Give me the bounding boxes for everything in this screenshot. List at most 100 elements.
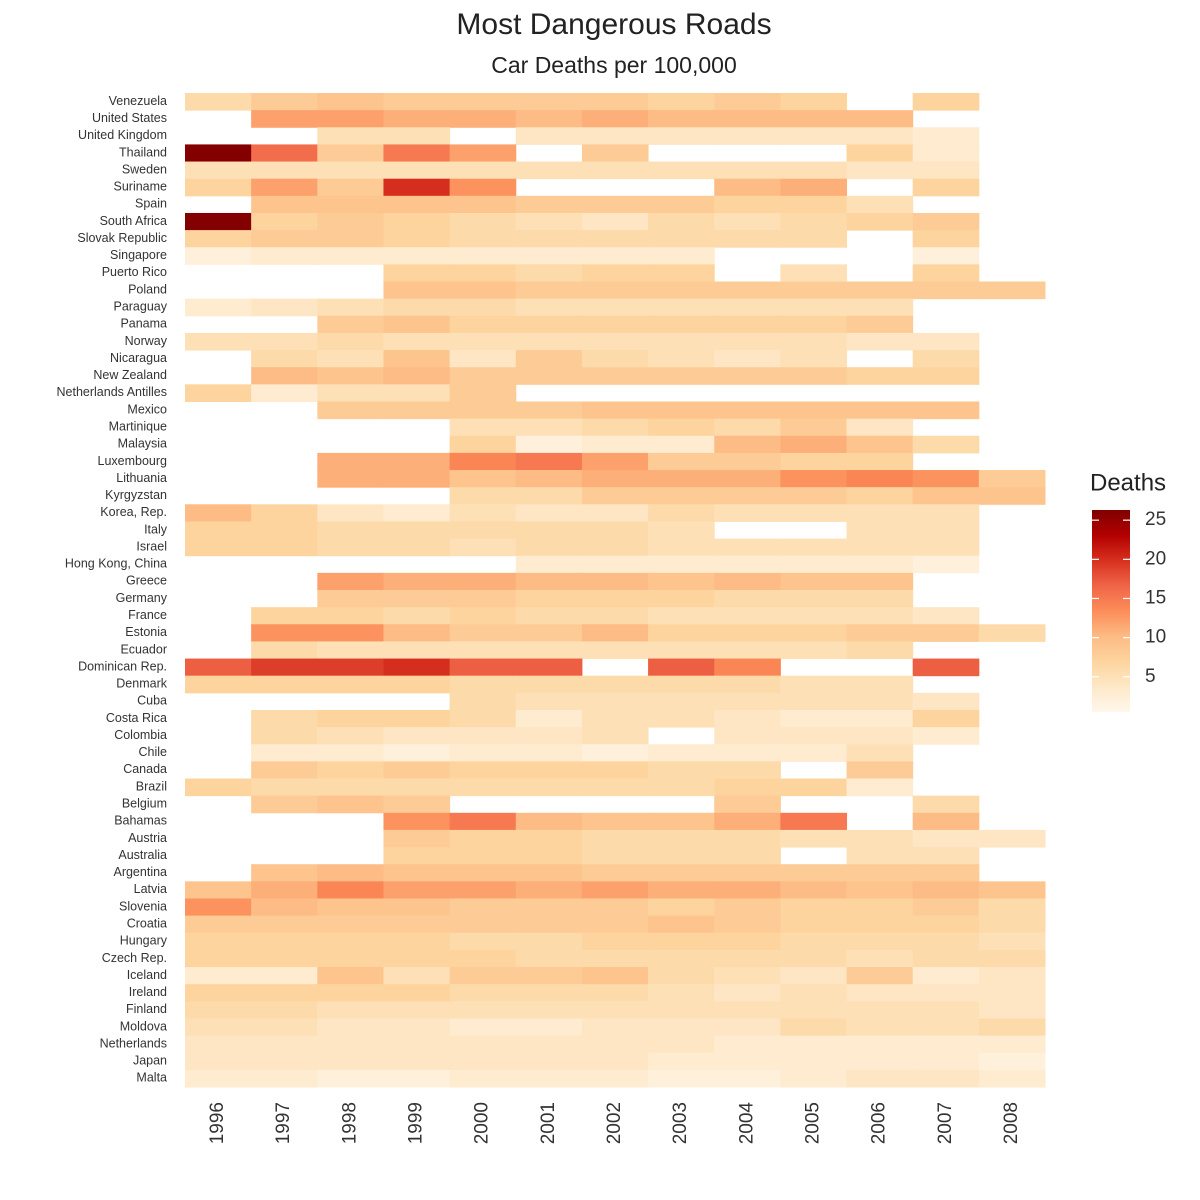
y-tick-label: Hungary [120,934,168,948]
cell [714,435,781,454]
cell [648,967,715,985]
cell [912,795,980,814]
cell [978,487,1046,505]
cell [383,281,451,300]
cell [978,624,1046,642]
cell [978,967,1046,985]
cell [185,230,252,248]
cell [185,1018,252,1037]
cell [581,195,649,214]
cell [449,435,517,454]
cell [383,967,451,985]
cell [251,110,318,128]
y-tick-label: Malta [136,1071,167,1085]
cell [317,967,384,985]
cell [780,1052,848,1071]
cell [780,641,848,660]
y-tick-label: Czech Rep. [102,951,167,965]
cell [317,332,384,351]
y-tick-label: Moldova [120,1019,167,1033]
cell [780,984,848,1002]
y-tick-label: Canada [123,762,167,776]
cell [714,504,781,522]
cell [714,1035,781,1054]
cell [846,641,914,660]
cell [317,401,384,420]
y-tick-label: Dominican Rep. [78,659,167,673]
cell [383,1052,451,1071]
cell [251,1018,318,1037]
cell [185,178,252,197]
cell [846,847,914,865]
cell [780,915,848,934]
cell [780,401,848,420]
chart-subtitle: Car Deaths per 100,000 [491,52,737,78]
cell [780,1069,848,1088]
cell [978,1001,1046,1019]
cell [714,1052,781,1071]
cell [581,778,649,797]
cell [780,624,848,642]
cell [978,1052,1046,1071]
legend-tick-label: 10 [1145,627,1166,648]
cell [581,812,649,831]
cell [185,93,252,111]
y-tick-label: Finland [126,1002,167,1016]
cell [383,1035,451,1054]
cell [515,298,583,317]
cell [317,93,384,111]
cell [515,161,583,180]
cell [581,984,649,1002]
cell [581,264,649,283]
cell [978,1069,1046,1088]
cell [780,727,848,745]
cell [648,367,715,385]
cell [780,332,848,351]
cell [251,93,318,111]
cell [912,1018,980,1037]
cell [846,127,914,145]
cell [449,949,517,968]
cell [449,658,517,677]
cell [581,829,649,848]
cell [515,281,583,300]
y-tick-label: Croatia [127,916,167,930]
cell [581,418,649,437]
cell [912,161,980,180]
cell [383,1018,451,1037]
cell [978,281,1046,300]
cell [383,93,451,111]
y-tick-label: Cuba [137,694,167,708]
cell [185,984,252,1002]
y-tick-label: Thailand [119,145,167,159]
cell [714,898,781,917]
y-tick-label: Italy [144,522,168,536]
x-tick-label: 2000 [472,1102,493,1144]
cell [449,418,517,437]
cell [912,864,980,882]
y-tick-label: Sweden [122,162,167,176]
cell [846,1035,914,1054]
y-tick-label: France [128,608,167,622]
cell [185,658,252,677]
cell [317,161,384,180]
cell [648,435,715,454]
cell [317,315,384,334]
cell [648,195,715,214]
cell [780,949,848,968]
cell [714,624,781,642]
cell [714,812,781,831]
cell [846,1069,914,1088]
cell [912,658,980,677]
cell [846,692,914,711]
cell [581,590,649,608]
y-tick-label: Panama [120,317,167,331]
cell [714,881,781,899]
cell [515,590,583,608]
cell [846,332,914,351]
cell [383,949,451,968]
cell [581,247,649,265]
cell [383,761,451,780]
cell [912,367,980,385]
cell [648,212,715,231]
